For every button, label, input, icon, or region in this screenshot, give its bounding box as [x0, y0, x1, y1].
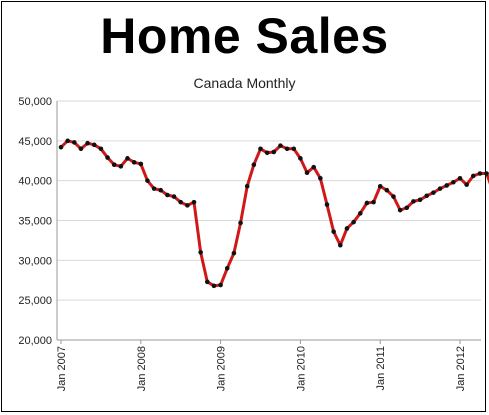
- data-point: [238, 220, 243, 226]
- data-point: [171, 194, 177, 199]
- data-point: [364, 200, 370, 206]
- x-tick-label: Jan 2010: [295, 346, 307, 391]
- data-point: [85, 140, 90, 146]
- data-point: [384, 187, 390, 193]
- data-point: [451, 179, 456, 185]
- chart-subtitle: Canada Monthly: [193, 75, 296, 91]
- series-home-sales: [58, 138, 489, 289]
- data-point: [264, 150, 270, 156]
- data-point: [198, 250, 203, 255]
- data-point: [278, 143, 283, 148]
- data-point: [178, 199, 183, 205]
- data-point: [118, 164, 124, 169]
- data-point: [357, 211, 363, 216]
- series-line: [59, 139, 489, 288]
- data-point: [158, 187, 164, 193]
- data-point: [464, 182, 469, 187]
- data-point: [91, 142, 97, 148]
- data-point: [205, 279, 210, 285]
- data-point: [284, 146, 290, 152]
- data-point: [471, 173, 476, 179]
- data-point: [338, 242, 343, 248]
- y-tick-label: 35,000: [18, 216, 52, 228]
- y-tick-label: 20,000: [18, 335, 52, 347]
- data-point: [457, 175, 463, 181]
- data-point: [431, 190, 436, 195]
- data-point: [258, 146, 263, 152]
- data-point: [185, 203, 190, 208]
- x-axis: Jan 2007 Jan 2008 Jan 2009 Jan 2010 Jan 2011…: [56, 339, 481, 391]
- data-point: [78, 146, 84, 152]
- data-point: [391, 194, 396, 199]
- data-point: [271, 149, 277, 155]
- data-point: [251, 162, 257, 168]
- x-tick-label: Jan 2011: [375, 346, 387, 390]
- data-point: [424, 193, 430, 199]
- data-point: [131, 160, 137, 165]
- data-point: [298, 156, 303, 161]
- data-point: [477, 171, 483, 176]
- data-point: [72, 140, 77, 145]
- y-tick-label: 25,000: [18, 295, 52, 307]
- x-tick-label: Jan 2012: [455, 346, 467, 391]
- data-point: [145, 178, 150, 183]
- data-point: [484, 171, 489, 176]
- x-tick-label: Jan 2009: [216, 346, 228, 391]
- y-tick-label: 45,000: [18, 136, 52, 148]
- x-tick-label: Jan 2008: [136, 346, 148, 391]
- data-point: [411, 199, 416, 204]
- data-point: [165, 192, 170, 198]
- data-point: [151, 186, 157, 191]
- data-point: [444, 183, 450, 188]
- data-point: [65, 138, 70, 144]
- data-point: [244, 183, 250, 189]
- data-point: [371, 199, 376, 205]
- data-point: [291, 146, 297, 152]
- data-point: [397, 207, 403, 213]
- data-point: [304, 170, 310, 175]
- data-point: [318, 175, 323, 181]
- x-tick-label: Jan 2007: [56, 346, 68, 391]
- data-point: [125, 156, 130, 161]
- data-point: [311, 164, 317, 170]
- data-point: [437, 186, 443, 191]
- data-point: [331, 229, 336, 234]
- data-point: [98, 146, 104, 152]
- data-point: [211, 283, 217, 289]
- grid-lines: [57, 100, 481, 341]
- data-point: [224, 266, 230, 271]
- data-point: [231, 250, 237, 256]
- data-point: [417, 197, 423, 203]
- data-point: [111, 162, 117, 168]
- data-point: [105, 155, 110, 160]
- data-point: [324, 202, 330, 207]
- y-tick-label: 30,000: [18, 255, 52, 267]
- data-point: [344, 226, 350, 231]
- chart-title: Home Sales: [100, 8, 389, 64]
- data-point: [191, 199, 197, 205]
- data-point: [58, 144, 64, 150]
- y-axis: 20,000 25,000 30,000 35,000 40,000 45,000 50,0…: [18, 96, 58, 347]
- data-point: [351, 219, 356, 225]
- data-point: [218, 282, 223, 288]
- data-point: [138, 161, 144, 167]
- y-tick-label: 50,000: [18, 96, 52, 108]
- data-point: [377, 183, 383, 189]
- data-point: [404, 205, 410, 211]
- y-tick-label: 40,000: [18, 176, 52, 188]
